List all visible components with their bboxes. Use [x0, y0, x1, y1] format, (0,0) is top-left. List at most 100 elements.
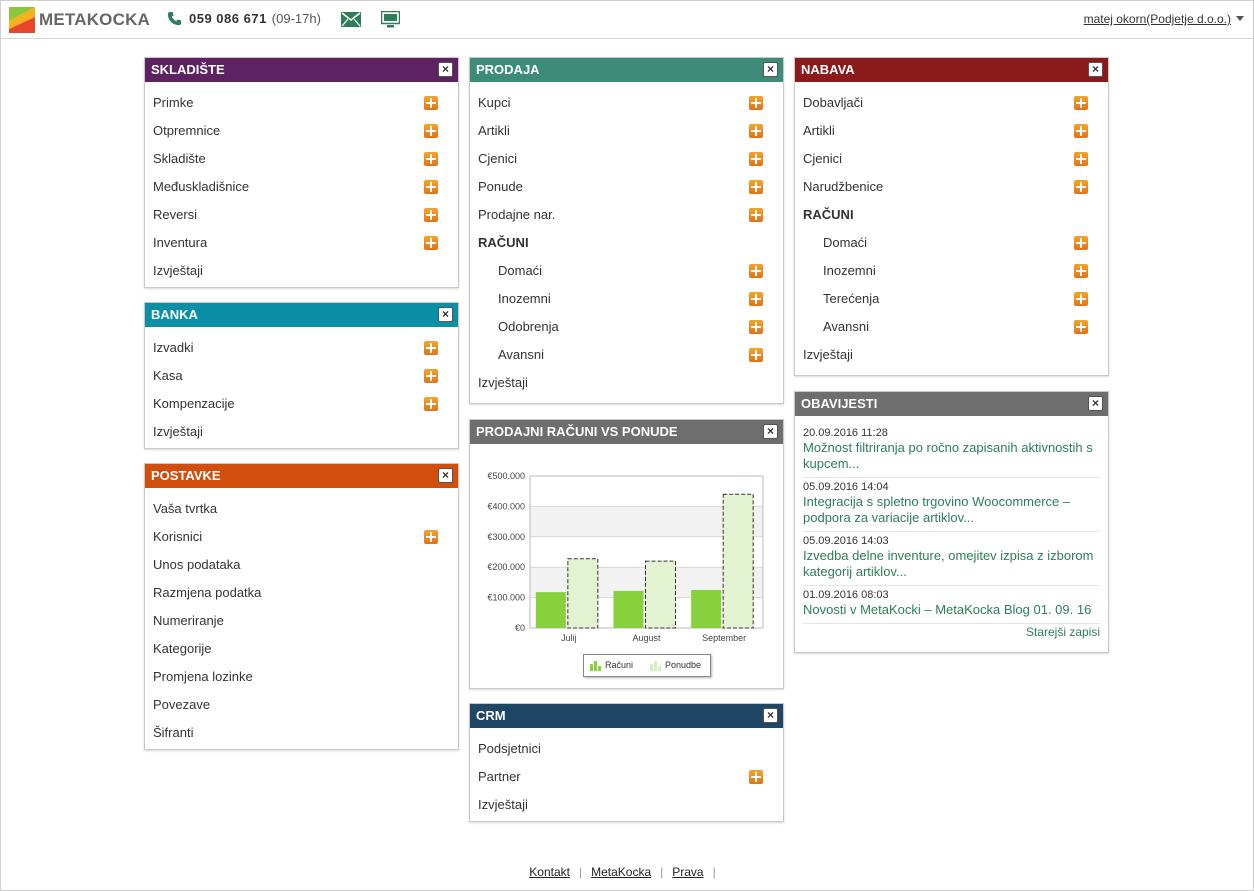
menu-item-kategorije[interactable]: Kategorije [153, 641, 212, 656]
add-icon[interactable] [749, 152, 763, 166]
bar-chart-icon [590, 661, 601, 671]
news-link[interactable]: Izvedba delne inventure, omejitev izpisa… [803, 548, 1094, 579]
add-icon[interactable] [424, 124, 438, 138]
section-racuni: RAČUNI [478, 235, 529, 250]
add-icon[interactable] [1074, 292, 1088, 306]
menu-item-podsjetnici[interactable]: Podsjetnici [478, 741, 541, 756]
menu-item-ponude[interactable]: Ponude [470, 173, 783, 201]
add-icon[interactable] [1074, 96, 1088, 110]
menu-item-numeriranje[interactable]: Numeriranje [153, 613, 224, 628]
footer-link-metakocka[interactable]: MetaKocka [591, 865, 652, 879]
add-icon[interactable] [1074, 180, 1088, 194]
add-icon[interactable] [424, 397, 438, 411]
menu-item-odobrenja[interactable]: Odobrenja [470, 313, 783, 341]
menu-item-prodajne-nar[interactable]: Prodajne nar. [470, 201, 783, 229]
older-posts-link[interactable]: Starejši zapisi [1025, 625, 1100, 639]
add-icon[interactable] [424, 369, 438, 383]
bar-chart: €0 €100.000 €200.000 €300.000 €400.000 €500.0… [487, 471, 764, 643]
menu-item-avansni[interactable]: Avansni [795, 313, 1108, 341]
menu-item-izvjestaji[interactable]: Izvještaji [478, 797, 528, 812]
close-icon[interactable]: × [1088, 62, 1103, 77]
monitor-icon[interactable] [381, 11, 400, 28]
menu-item-primke[interactable]: Primke [145, 89, 458, 117]
menu-item-izvjestaji[interactable]: Izvještaji [153, 263, 203, 278]
menu-item-avansni[interactable]: Avansni [470, 341, 783, 369]
widget-title: CRM [476, 708, 506, 723]
add-icon[interactable] [1074, 152, 1088, 166]
add-icon[interactable] [749, 124, 763, 138]
menu-item-izvjestaji[interactable]: Izvještaji [478, 375, 528, 390]
news-item: 01.09.2016 08:03 Novosti v MetaKocki – M… [803, 586, 1100, 624]
widget-header: SKLADIŠTE × [145, 58, 458, 82]
menu-item-domaci[interactable]: Domaći [470, 257, 783, 285]
menu-item-reversi[interactable]: Reversi [145, 201, 458, 229]
menu-item-povezave[interactable]: Povezave [153, 697, 211, 712]
add-icon[interactable] [749, 96, 763, 110]
add-icon[interactable] [1074, 264, 1088, 278]
add-icon[interactable] [749, 770, 763, 784]
add-icon[interactable] [424, 530, 438, 544]
close-icon[interactable]: × [1088, 396, 1103, 411]
menu-item-unos-podataka[interactable]: Unos podataka [153, 557, 241, 572]
menu-item-otpremnice[interactable]: Otpremnice [145, 117, 458, 145]
menu-item-kupci[interactable]: Kupci [470, 89, 783, 117]
menu-item-inozemni[interactable]: Inozemni [795, 257, 1108, 285]
menu-item-kasa[interactable]: Kasa [145, 362, 458, 390]
close-icon[interactable]: × [438, 307, 453, 322]
close-icon[interactable]: × [438, 468, 453, 483]
add-icon[interactable] [749, 180, 763, 194]
add-icon[interactable] [749, 208, 763, 222]
add-icon[interactable] [424, 341, 438, 355]
menu-item-dobavljaci[interactable]: Dobavljači [795, 89, 1108, 117]
menu-item-izvadki[interactable]: Izvadki [145, 334, 458, 362]
mail-icon[interactable] [341, 12, 361, 27]
add-icon[interactable] [424, 236, 438, 250]
add-icon[interactable] [1074, 124, 1088, 138]
menu-item-kompenzacije[interactable]: Kompenzacije [145, 390, 458, 418]
menu-item-cjenici[interactable]: Cjenici [470, 145, 783, 173]
add-icon[interactable] [1074, 236, 1088, 250]
menu-item-izvjestaji[interactable]: Izvještaji [153, 424, 203, 439]
close-icon[interactable]: × [763, 424, 778, 439]
add-icon[interactable] [424, 152, 438, 166]
menu-item-meduskladisnice[interactable]: Međuskladišnice [145, 173, 458, 201]
menu-item-artikli[interactable]: Artikli [795, 117, 1108, 145]
close-icon[interactable]: × [763, 708, 778, 723]
menu-item-vasa-tvrtka[interactable]: Vaša tvrtka [153, 501, 218, 516]
phone-info: 059 086 671 (09-17h) [167, 11, 321, 26]
user-dropdown-caret-icon[interactable] [1236, 16, 1244, 21]
menu-item-terecenja[interactable]: Terećenja [795, 285, 1108, 313]
news-link[interactable]: Integracija s spletno trgovino Woocommer… [803, 494, 1071, 525]
add-icon[interactable] [749, 348, 763, 362]
menu-item-cjenici[interactable]: Cjenici [795, 145, 1108, 173]
menu-item-promjena-lozinke[interactable]: Promjena lozinke [153, 669, 253, 684]
logo[interactable]: METAKOCKA [9, 6, 150, 34]
add-icon[interactable] [424, 208, 438, 222]
add-icon[interactable] [749, 320, 763, 334]
add-icon[interactable] [424, 96, 438, 110]
close-icon[interactable]: × [763, 62, 778, 77]
news-link[interactable]: Novosti v MetaKocki – MetaKocka Blog 01.… [803, 602, 1092, 617]
menu-item-skladiste[interactable]: Skladište [145, 145, 458, 173]
menu-item-domaci[interactable]: Domaći [795, 229, 1108, 257]
news-link[interactable]: Možnost filtriranja po ročno zapisanih a… [803, 440, 1093, 471]
user-account-link[interactable]: matej okorn(Podjetje d.o.o.) [1083, 12, 1231, 26]
menu-item-inventura[interactable]: Inventura [145, 229, 458, 257]
add-icon[interactable] [424, 180, 438, 194]
menu-item-narudzbenice[interactable]: Narudžbenice [795, 173, 1108, 201]
menu-item-partner[interactable]: Partner [470, 763, 783, 791]
bar-racuni [691, 590, 722, 628]
bar-ponudbe [567, 558, 599, 629]
add-icon[interactable] [749, 292, 763, 306]
add-icon[interactable] [1074, 320, 1088, 334]
close-icon[interactable]: × [438, 62, 453, 77]
menu-item-razmjena-podatka[interactable]: Razmjena podatka [153, 585, 262, 600]
add-icon[interactable] [749, 264, 763, 278]
menu-item-inozemni[interactable]: Inozemni [470, 285, 783, 313]
menu-item-artikli[interactable]: Artikli [470, 117, 783, 145]
footer-link-kontakt[interactable]: Kontakt [529, 865, 570, 879]
menu-item-sifranti[interactable]: Šifranti [153, 725, 194, 740]
menu-item-korisnici[interactable]: Korisnici [145, 523, 458, 551]
menu-item-izvjestaji[interactable]: Izvještaji [803, 347, 853, 362]
footer-link-prava[interactable]: Prava [672, 865, 704, 879]
